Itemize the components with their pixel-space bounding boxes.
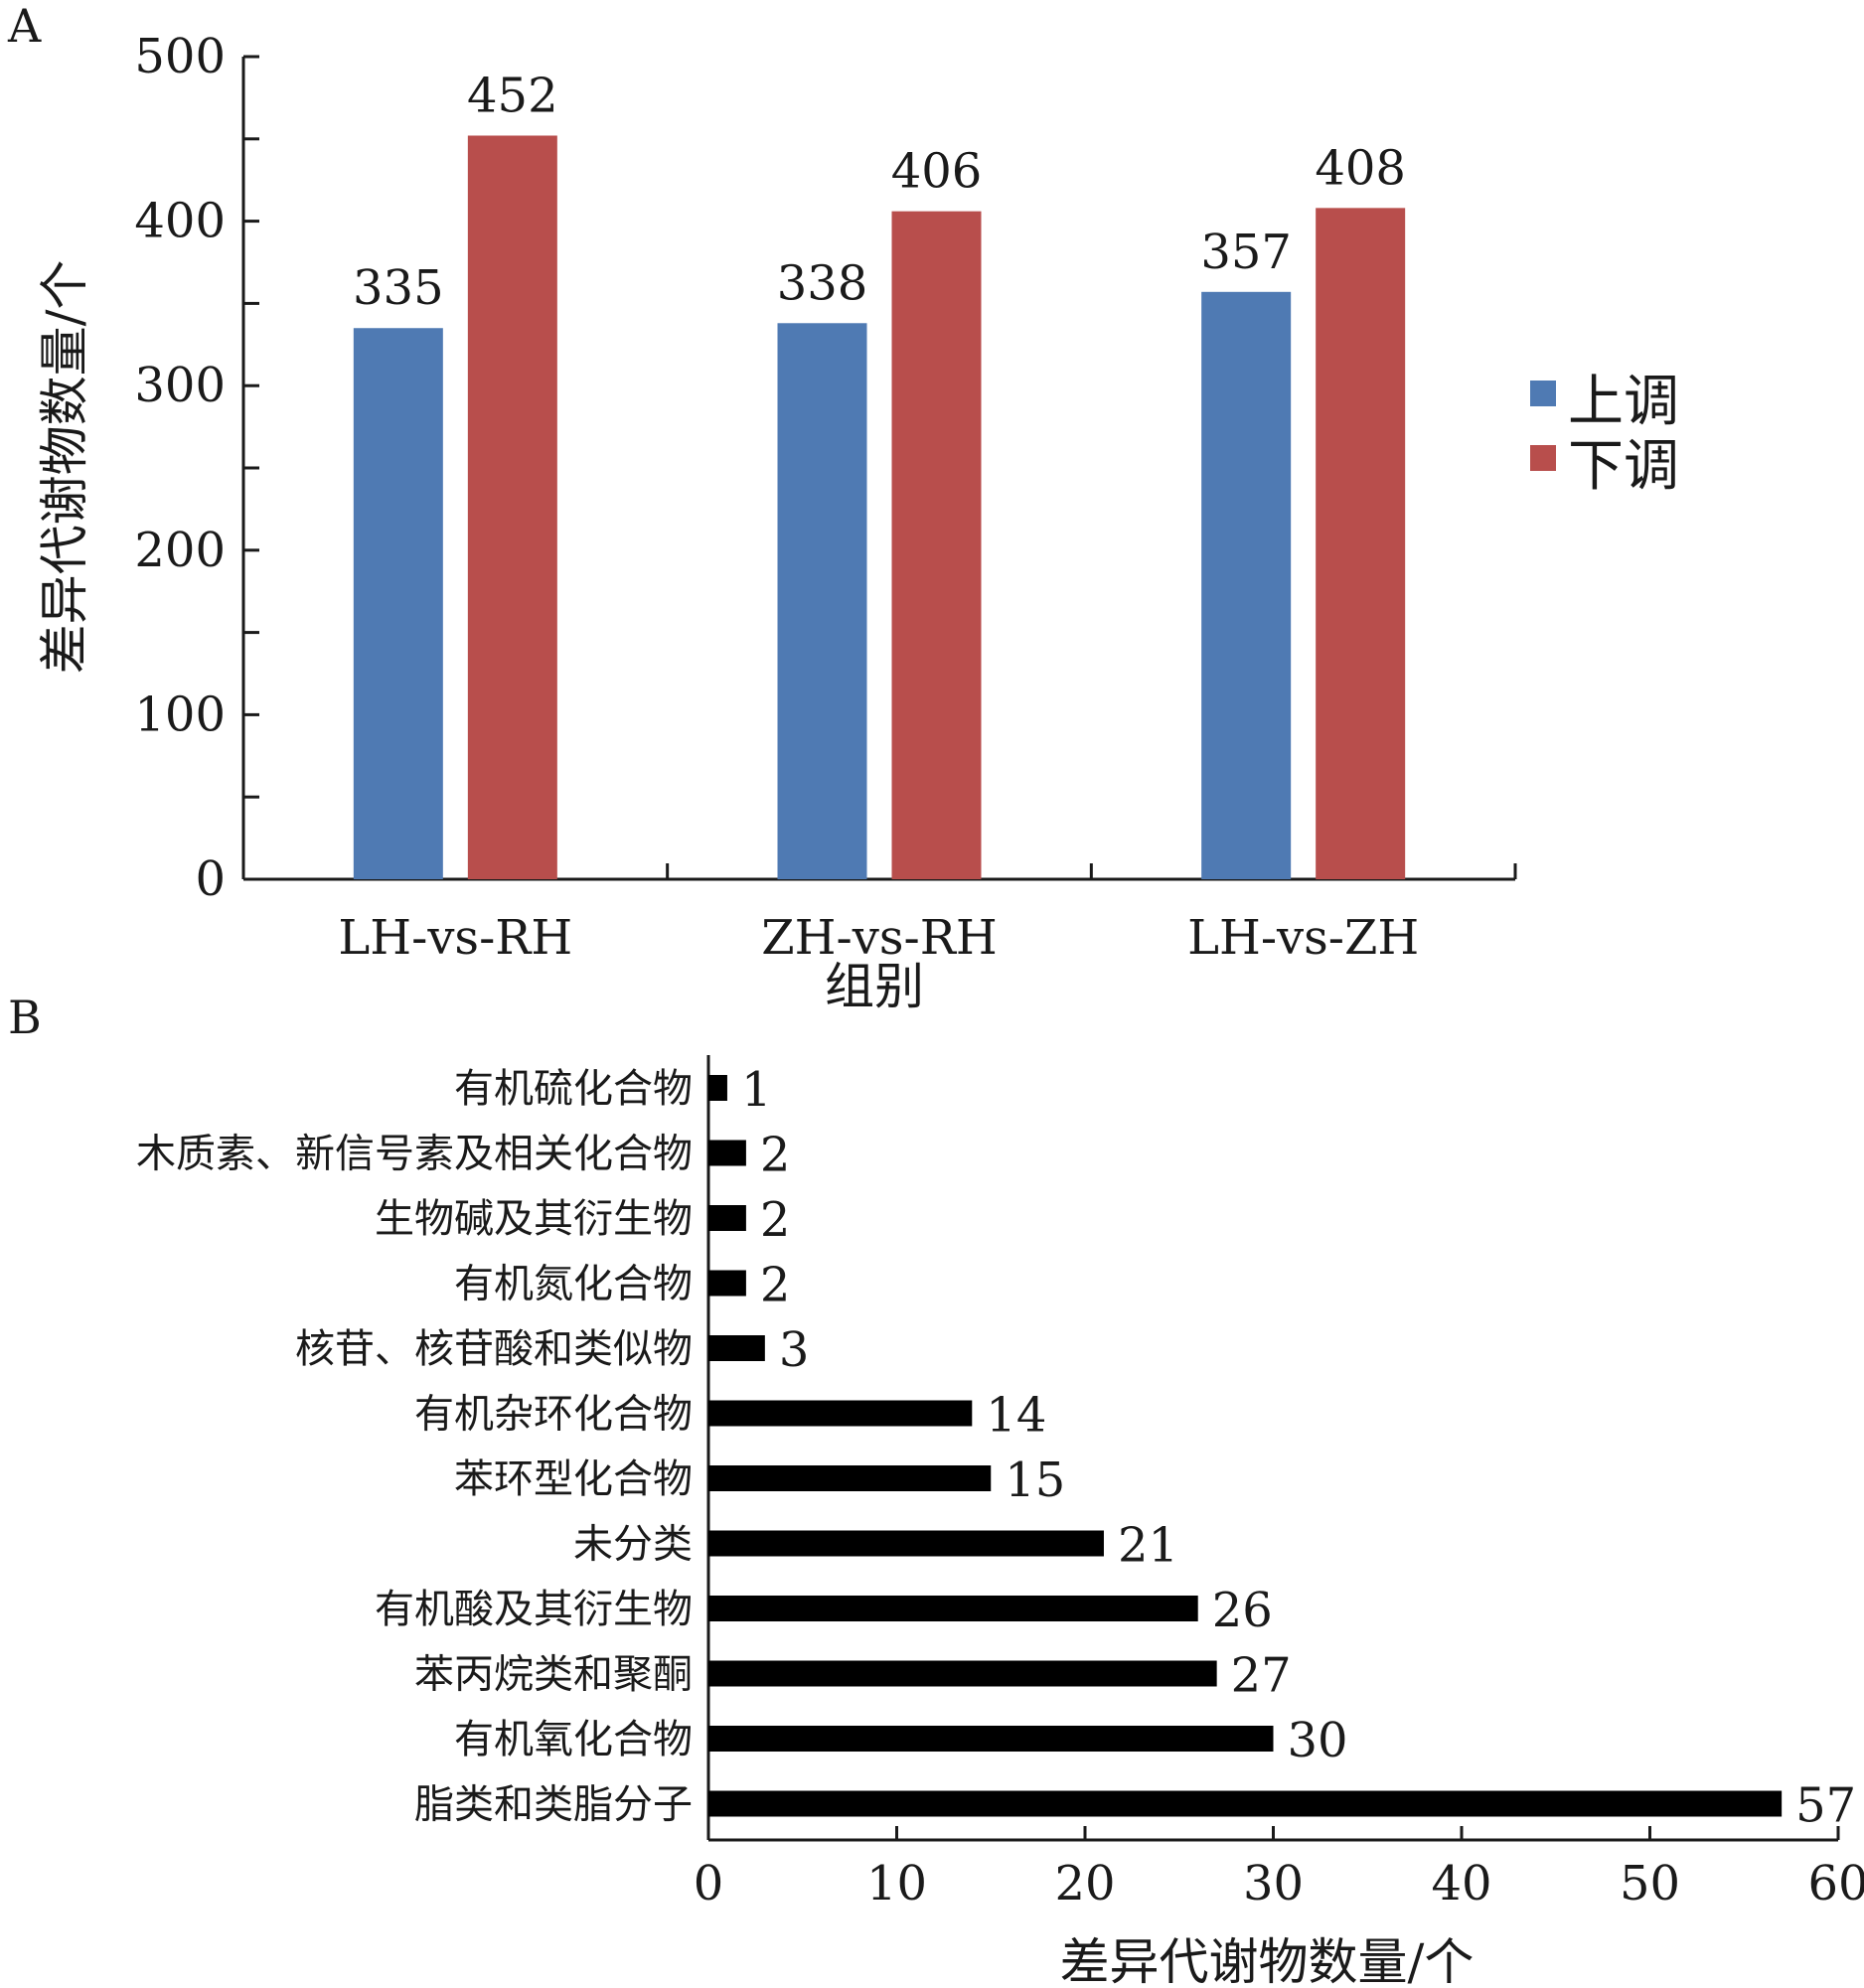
- chart-b-bar: [708, 1465, 992, 1491]
- chart-a-data-label: 357: [1200, 225, 1292, 280]
- chart-b-x-tick-label: 0: [694, 1856, 724, 1912]
- chart-b-bar: [708, 1205, 746, 1231]
- chart-b-data-label: 14: [986, 1388, 1046, 1444]
- chart-a-data-label: 452: [467, 68, 558, 123]
- chart-a-data-label: 408: [1315, 140, 1406, 196]
- panel-a-label: A: [7, 0, 42, 53]
- chart-a-data-label: 335: [353, 260, 444, 316]
- chart-b-data-label: 26: [1212, 1583, 1273, 1638]
- chart-b: 0 10 20 30 40 50 60 有机硫化合物 1 木质素、新信号素及相关化合物 2 生物碱及其…: [136, 1055, 1864, 1912]
- chart-a-y-tick-label: 0: [195, 851, 226, 907]
- chart-b-category-label: 有机硫化合物: [454, 1066, 693, 1112]
- chart-b-data-label: 15: [1005, 1453, 1065, 1508]
- chart-a-x-tick-label: ZH-vs-RH: [761, 910, 997, 966]
- chart-b-data-label: 2: [760, 1128, 791, 1183]
- chart-a-y-tick-label: 300: [134, 358, 226, 413]
- chart-b-bar: [708, 1400, 973, 1427]
- chart-a-bar: [467, 135, 557, 879]
- chart-b-bar: [708, 1660, 1217, 1687]
- chart-b-category-label: 木质素、新信号素及相关化合物: [136, 1132, 693, 1177]
- chart-a-y-axis-title: 差异代谢物数量/个: [36, 260, 93, 675]
- chart-b-category-label: 未分类: [573, 1522, 693, 1568]
- chart-a-x-axis-title: 组别: [825, 958, 924, 1015]
- chart-b-bar: [708, 1075, 727, 1101]
- chart-b-x-tick-label: 20: [1054, 1856, 1115, 1912]
- chart-b-bar: [708, 1726, 1274, 1752]
- chart-a-legend-swatch: [1530, 381, 1556, 406]
- chart-b-data-label: 27: [1231, 1648, 1292, 1704]
- chart-b-category-label: 有机氮化合物: [454, 1262, 693, 1307]
- chart-a-bar: [353, 328, 443, 879]
- chart-b-data-label: 57: [1795, 1778, 1856, 1834]
- chart-b-data-label: 1: [741, 1062, 772, 1118]
- chart-a: 0 100 200 300 400 500 LH-vs-RH 335 452 ZH-vs-RH 33…: [134, 29, 1679, 966]
- chart-a-bar: [1201, 291, 1292, 880]
- chart-a-x-tick-label: LH-vs-ZH: [1187, 910, 1419, 966]
- panel-b-label: B: [8, 991, 42, 1044]
- chart-a-bar: [891, 211, 982, 879]
- chart-b-x-tick-label: 30: [1243, 1856, 1304, 1912]
- chart-a-bar: [777, 323, 867, 880]
- chart-b-category-label: 苯环型化合物: [454, 1456, 693, 1502]
- chart-b-bar: [708, 1596, 1198, 1621]
- chart-a-data-label: 338: [777, 255, 868, 311]
- chart-b-x-tick-label: 50: [1620, 1856, 1680, 1912]
- chart-b-x-tick-label: 40: [1431, 1856, 1491, 1912]
- chart-b-data-label: 2: [760, 1192, 791, 1248]
- chart-b-x-axis-title: 差异代谢物数量/个: [1060, 1933, 1475, 1988]
- chart-b-category-label: 核苷、核苷酸和类似物: [295, 1326, 693, 1372]
- chart-b-x-tick-label: 60: [1807, 1856, 1864, 1912]
- chart-a-bar: [1316, 208, 1406, 880]
- chart-b-category-label: 有机酸及其衍生物: [375, 1587, 693, 1632]
- chart-a-legend-swatch: [1530, 445, 1556, 471]
- chart-b-data-label: 30: [1288, 1713, 1348, 1768]
- chart-a-legend-label: 上调: [1568, 370, 1679, 434]
- chart-a-y-tick-label: 200: [134, 523, 226, 578]
- chart-b-category-label: 生物碱及其衍生物: [375, 1196, 693, 1242]
- chart-a-legend-label: 下调: [1568, 434, 1679, 499]
- chart-a-y-tick-label: 400: [134, 194, 226, 249]
- chart-b-bar: [708, 1790, 1783, 1817]
- chart-b-bar: [708, 1140, 746, 1166]
- chart-b-category-label: 有机杂环化合物: [414, 1392, 693, 1438]
- chart-b-bar: [708, 1270, 746, 1297]
- chart-b-category-label: 苯丙烷类和聚酮: [414, 1652, 693, 1698]
- chart-b-x-tick-label: 10: [866, 1856, 927, 1912]
- chart-b-data-label: 3: [779, 1322, 810, 1378]
- chart-b-category-label: 有机氧化合物: [454, 1717, 693, 1762]
- chart-a-y-tick-label: 100: [134, 687, 226, 742]
- chart-b-data-label: 21: [1118, 1518, 1178, 1574]
- chart-b-bar: [708, 1530, 1104, 1557]
- chart-a-y-tick-label: 500: [134, 29, 226, 84]
- chart-b-bar: [708, 1335, 765, 1361]
- chart-b-data-label: 2: [760, 1258, 791, 1313]
- chart-a-data-label: 406: [891, 144, 983, 200]
- chart-a-x-tick-label: LH-vs-RH: [338, 910, 572, 966]
- chart-b-category-label: 脂类和类脂分子: [414, 1782, 693, 1828]
